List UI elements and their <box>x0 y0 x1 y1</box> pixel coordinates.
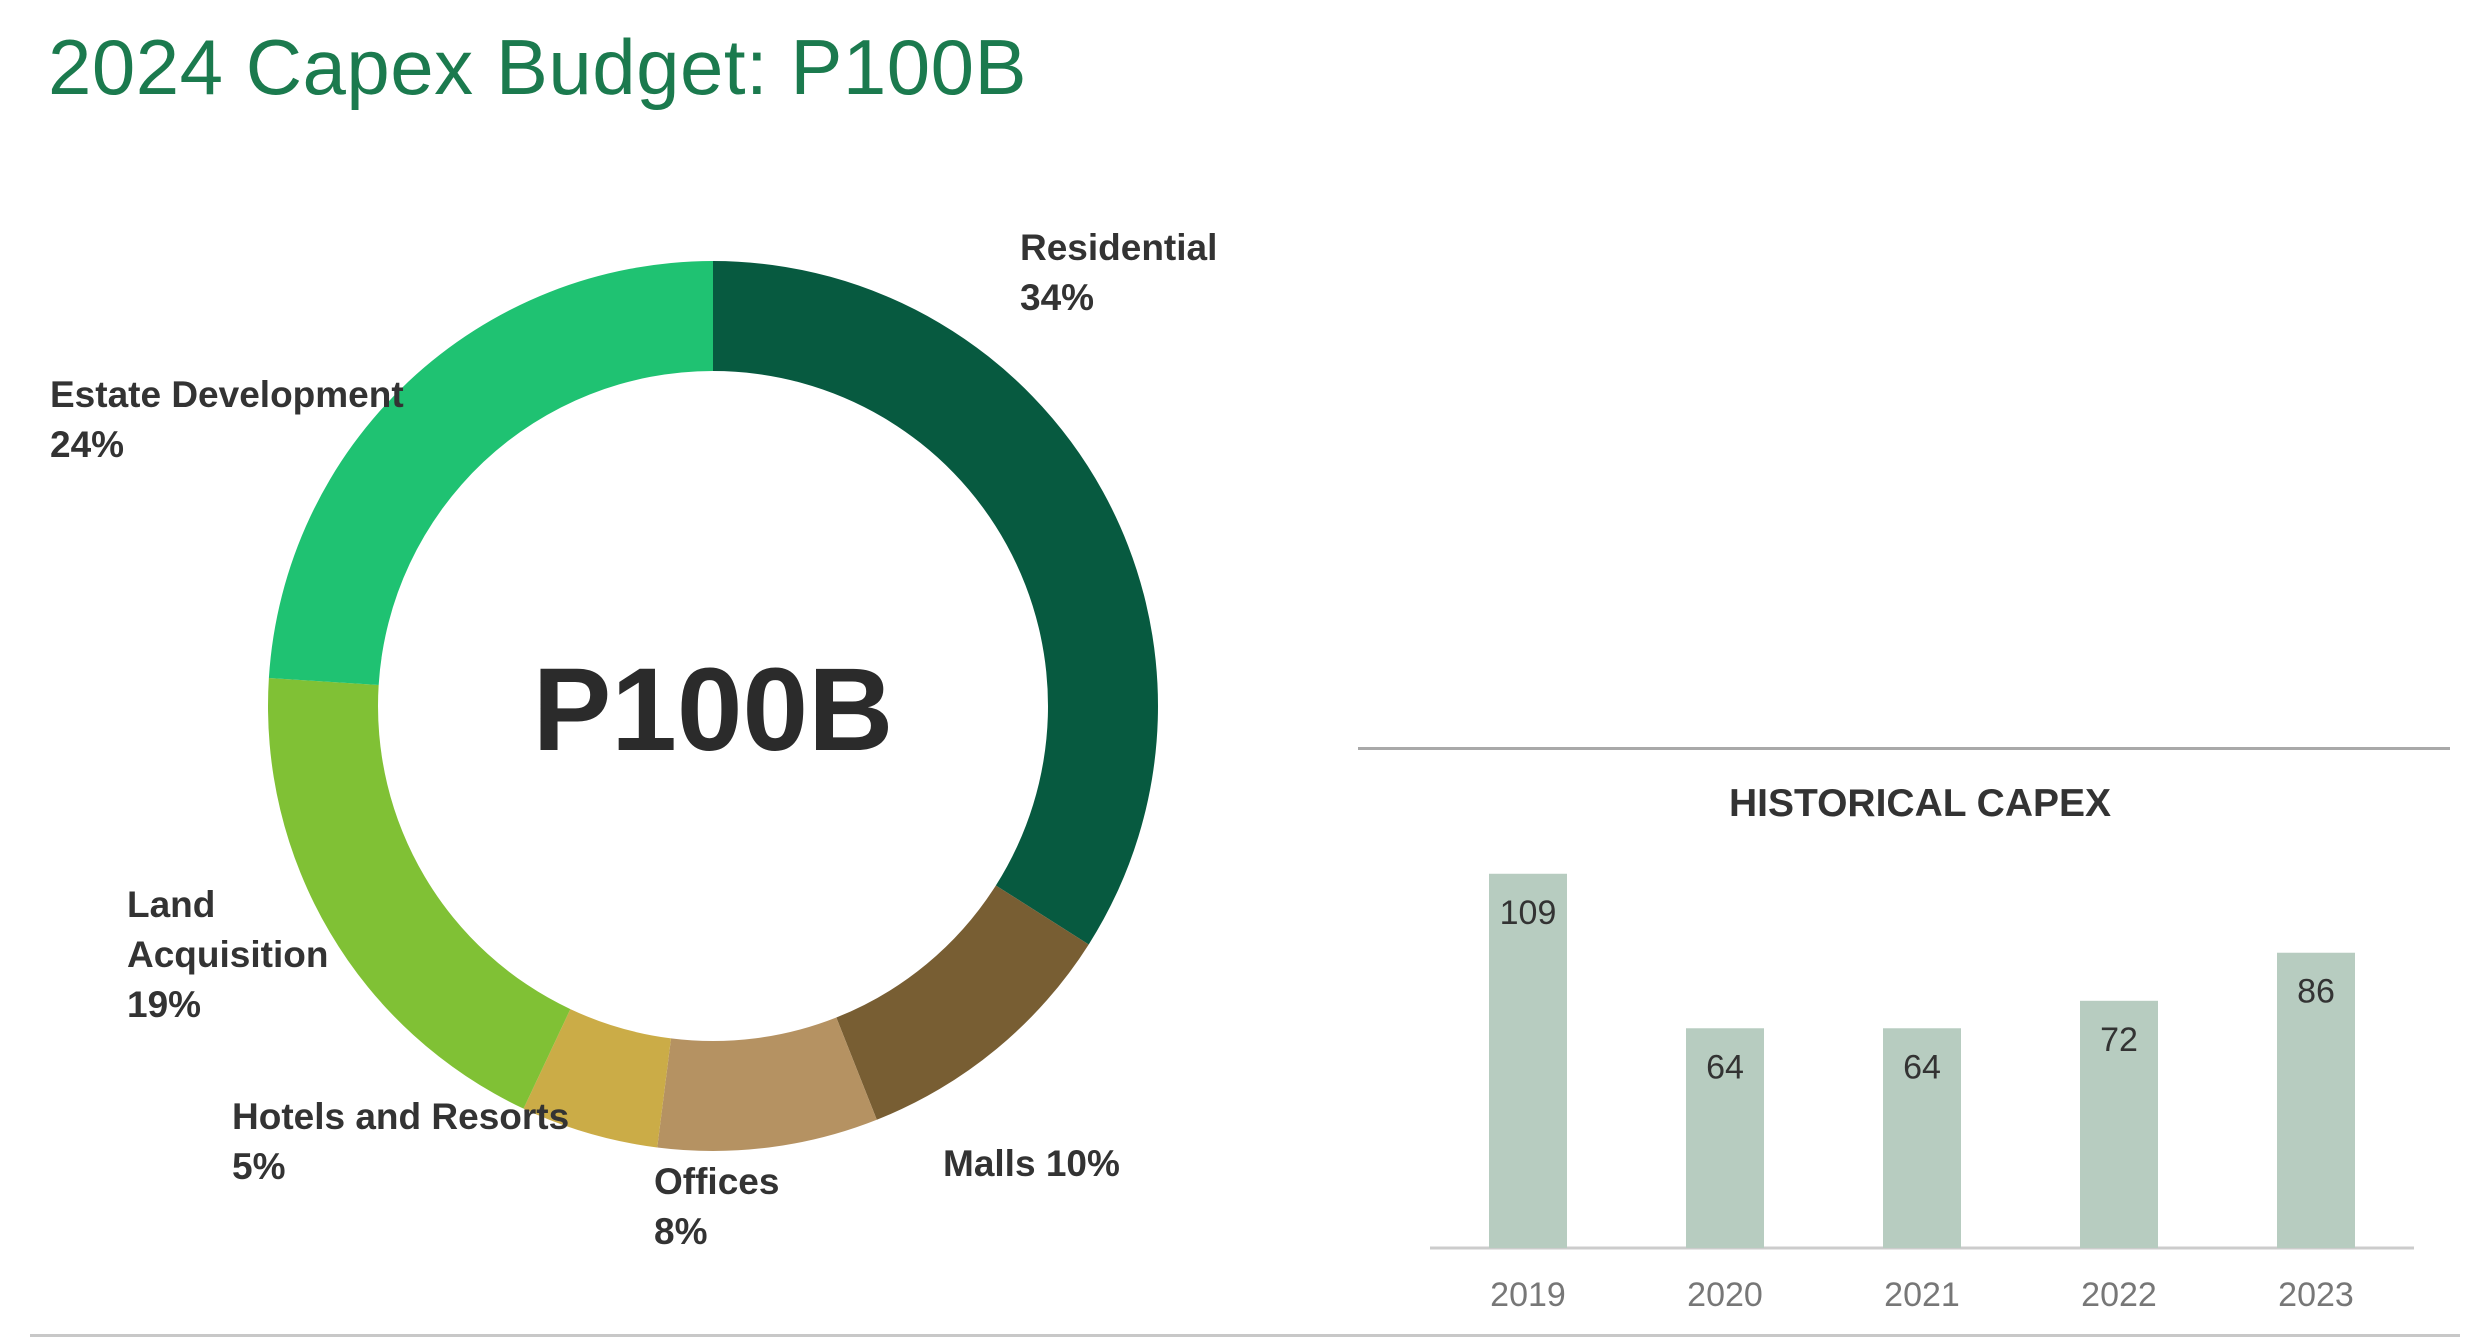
slice-name-line2: Acquisition <box>127 934 329 975</box>
slice-percent: 24% <box>50 424 125 465</box>
historical-capex-title: HISTORICAL CAPEX <box>1728 782 2112 825</box>
donut-slice-hotels-and-resorts <box>523 1009 672 1148</box>
slice-name: Malls 10% <box>943 1143 1120 1184</box>
bar-value-label: 64 <box>1903 1048 1941 1086</box>
x-tick-label: 2022 <box>2081 1276 2157 1314</box>
slice-percent: 5% <box>232 1146 286 1187</box>
donut-slice-land <box>268 678 571 1109</box>
bar-2023 <box>2277 952 2355 1248</box>
x-tick-label: 2021 <box>1884 1276 1960 1314</box>
slice-label-estate-development: Estate Development 24% <box>50 370 404 470</box>
x-tick-label: 2020 <box>1687 1276 1763 1314</box>
slice-percent: 34% <box>1020 277 1095 318</box>
slice-percent: 19% <box>127 984 202 1025</box>
slice-label-residential: Residential 34% <box>1020 223 1217 323</box>
slice-label-offices: Offices 8% <box>654 1157 779 1257</box>
donut-slice-malls <box>836 885 1089 1120</box>
slice-label-hotels-and-resorts: Hotels and Resorts 5% <box>232 1092 569 1192</box>
x-tick-label: 2023 <box>2278 1276 2354 1314</box>
donut-center-label: P100B <box>532 644 894 776</box>
donut-slice-residential <box>713 261 1158 945</box>
page-title: 2024 Capex Budget: P100B <box>48 23 1028 111</box>
slice-name: Hotels and Resorts <box>232 1096 570 1137</box>
donut-slice-estate-development <box>268 261 713 685</box>
x-tick-label: 2019 <box>1490 1276 1566 1314</box>
bar-value-label: 64 <box>1706 1048 1744 1086</box>
bar-value-label: 72 <box>2100 1021 2138 1059</box>
bar-2019 <box>1489 873 1567 1248</box>
slice-label-malls: Malls 10% <box>943 1139 1120 1189</box>
donut-chart <box>268 261 1158 1151</box>
bar-2022 <box>2080 1000 2158 1248</box>
slice-name: Land <box>127 884 216 925</box>
donut-slice-offices <box>657 1017 877 1151</box>
bar-value-label: 86 <box>2297 973 2335 1011</box>
bar-value-label: 109 <box>1500 894 1557 932</box>
bar-2021 <box>1883 1028 1961 1248</box>
slice-name: Estate Development <box>50 374 404 415</box>
section-divider <box>1358 747 2450 750</box>
slice-name: Residential <box>1020 227 1218 268</box>
slice-name: Offices <box>654 1161 780 1202</box>
bar-2020 <box>1686 1028 1764 1248</box>
slice-percent: 8% <box>654 1211 708 1252</box>
footer-divider <box>30 1334 2460 1337</box>
slice-label-land-acquisition: Land Acquisition 19% <box>127 880 328 1030</box>
